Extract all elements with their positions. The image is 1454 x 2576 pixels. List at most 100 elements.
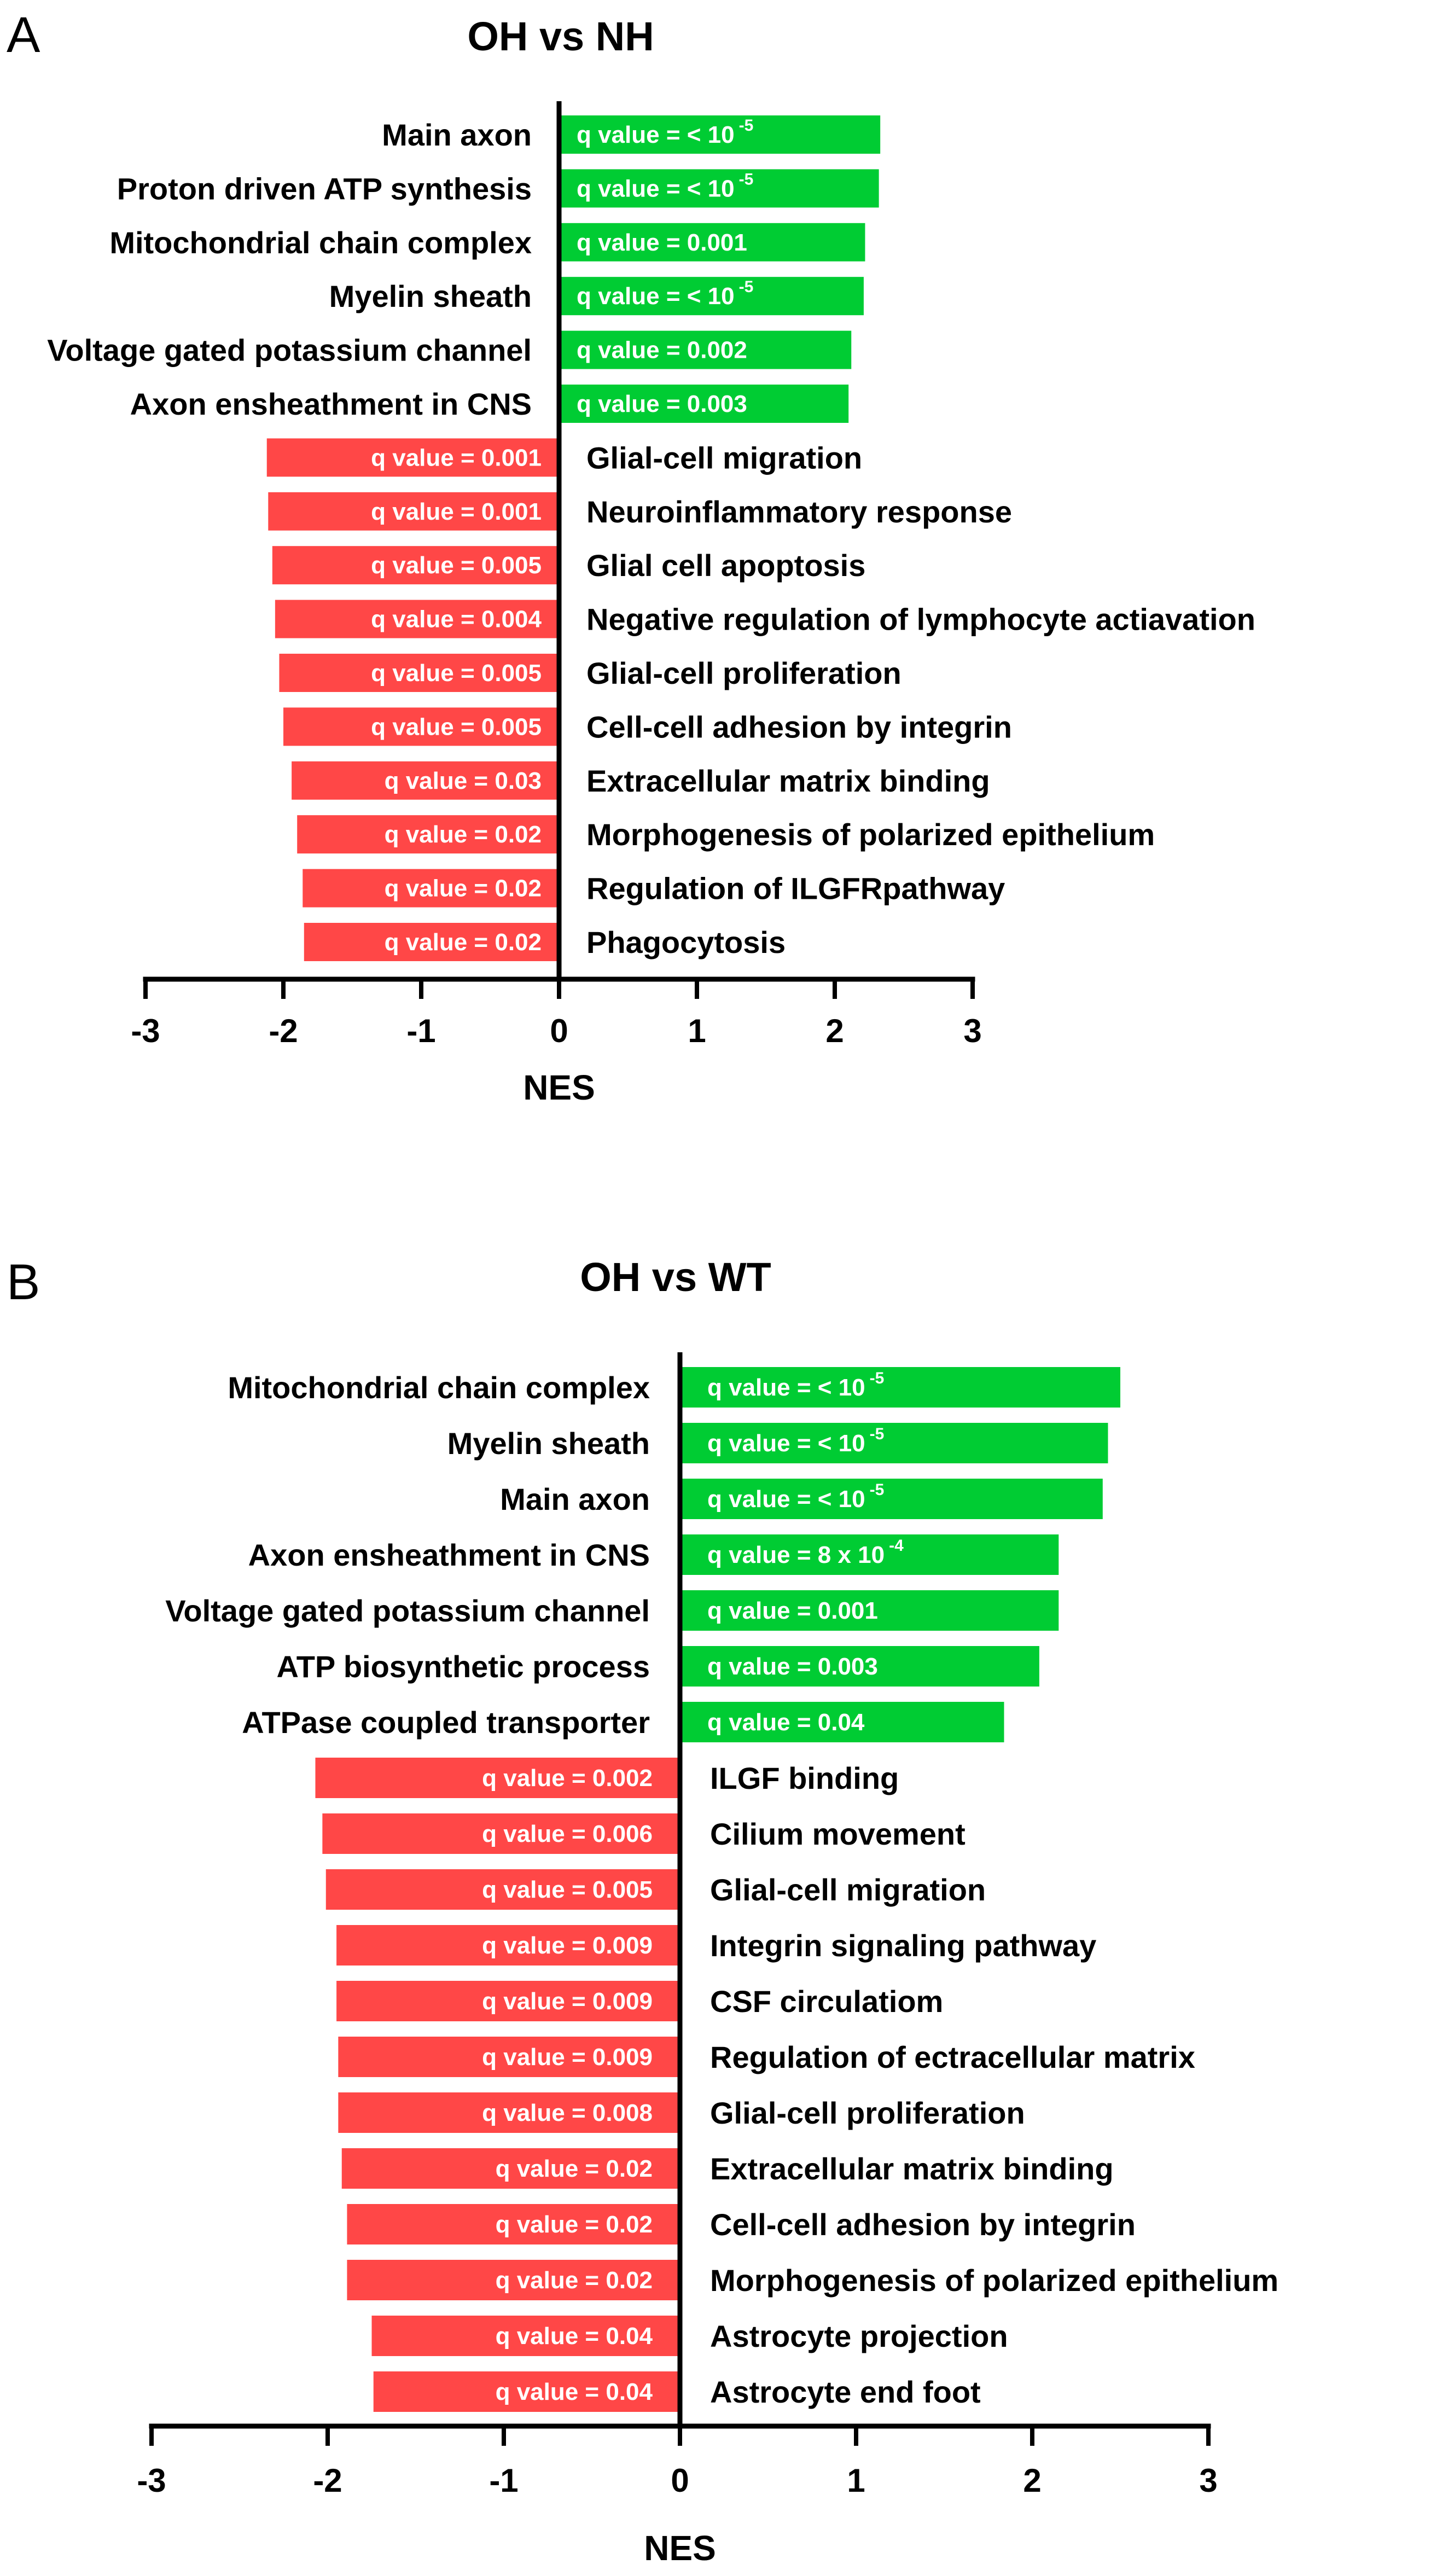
- q-value-label: q value = 0.04: [496, 2379, 653, 2405]
- bar: [341, 2148, 680, 2189]
- q-value-label: q value = 0.005: [482, 1876, 653, 1903]
- term-label: Glial-cell migration: [586, 440, 862, 475]
- x-tick-label: 0: [550, 1013, 568, 1049]
- q-value-label: q value = 0.001: [371, 498, 542, 525]
- term-label: Axon ensheathment in CNS: [130, 387, 532, 421]
- q-value-label: q value = 8 x 10 -4: [707, 1537, 904, 1568]
- bar: [275, 600, 559, 638]
- bar: [559, 223, 865, 261]
- bar: [371, 2316, 680, 2356]
- q-value-label: q value = 0.001: [371, 444, 542, 471]
- q-value-label: q value = < 10 -5: [707, 1369, 884, 1401]
- q-value-label: q value = 0.02: [496, 2211, 653, 2238]
- term-label: Regulation of ILGFRpathway: [586, 871, 1005, 906]
- q-value-exponent: -5: [739, 170, 754, 188]
- term-label: Negative regulation of lymphocyte actiav…: [586, 602, 1255, 637]
- q-value-label: q value = 0.009: [482, 1932, 653, 1959]
- q-value-label: q value = 0.003: [577, 391, 747, 417]
- bar: [292, 761, 559, 800]
- term-label: Morphogenesis of polarized epithelium: [710, 2263, 1278, 2298]
- term-label: Glial-cell proliferation: [710, 2096, 1025, 2130]
- term-label: ATPase coupled transporter: [242, 1705, 650, 1740]
- x-tick-label: 3: [963, 1013, 981, 1049]
- bar: [680, 1534, 1059, 1575]
- bar: [559, 330, 852, 369]
- bar: [272, 546, 560, 585]
- q-value-exponent: -5: [870, 1369, 885, 1387]
- bar: [268, 492, 559, 531]
- term-label: ATP biosynthetic process: [276, 1649, 650, 1684]
- q-value-label: q value = < 10 -5: [577, 117, 753, 148]
- bar: [680, 1702, 1004, 1742]
- x-tick-label: 2: [1023, 2462, 1041, 2499]
- term-label: CSF circulatiom: [710, 1984, 943, 2019]
- bar: [559, 385, 849, 423]
- bar: [338, 2037, 680, 2077]
- q-value-label: q value = 0.04: [707, 1709, 865, 1736]
- q-value-label: q value = 0.002: [577, 337, 747, 364]
- bar: [322, 1813, 680, 1854]
- term-label: Myelin sheath: [447, 1426, 650, 1461]
- x-tick-label: -2: [313, 2462, 342, 2499]
- term-label: Mitochondrial chain complex: [228, 1370, 650, 1405]
- chart-title: OH vs WT: [580, 1254, 771, 1300]
- x-tick-label: 1: [847, 2462, 865, 2499]
- term-label: Regulation of ectracellular matrix: [710, 2040, 1195, 2074]
- q-value-label: q value = 0.003: [707, 1653, 878, 1680]
- x-tick-label: -1: [406, 1013, 435, 1049]
- q-value-label: q value = 0.004: [371, 606, 542, 633]
- term-label: Glial-cell migration: [710, 1873, 986, 1907]
- bar: [279, 654, 559, 692]
- term-label: Astrocyte end foot: [710, 2375, 981, 2409]
- bar: [297, 815, 559, 854]
- x-tick-label: 1: [688, 1013, 706, 1049]
- term-label: Phagocytosis: [586, 925, 786, 960]
- q-value-label: q value = < 10 -5: [707, 1425, 884, 1457]
- term-label: ILGF binding: [710, 1761, 899, 1795]
- term-label: Extracellular matrix binding: [586, 764, 990, 798]
- q-value-label: q value = 0.002: [482, 1765, 653, 1792]
- q-value-exponent: -5: [870, 1425, 885, 1443]
- bar: [680, 1590, 1059, 1631]
- bar: [266, 438, 559, 477]
- x-tick-label: -3: [137, 2462, 166, 2499]
- bar: [559, 277, 864, 316]
- q-value-exponent: -5: [739, 278, 754, 296]
- q-value-label: q value = 0.001: [707, 1597, 878, 1624]
- bar: [680, 1367, 1120, 1408]
- q-value-exponent: -4: [889, 1537, 904, 1555]
- term-label: Cell-cell adhesion by integrin: [586, 710, 1012, 744]
- q-value-label: q value = 0.009: [482, 2044, 653, 2071]
- bar: [559, 169, 879, 208]
- q-value-label: q value = 0.001: [577, 229, 747, 256]
- x-axis-title: NES: [523, 1068, 595, 1107]
- panel-letter: B: [7, 1254, 40, 1310]
- q-value-label: q value = 0.02: [385, 821, 542, 848]
- term-label: Voltage gated potassium channel: [47, 333, 532, 368]
- q-value-label: q value = 0.02: [496, 2267, 653, 2294]
- panel-a: A OH vs NH q value = < 10 -5 Main axon q valu…: [7, 7, 1255, 1107]
- q-value-label: q value = 0.009: [482, 1988, 653, 2015]
- q-value-label: q value = 0.03: [385, 767, 542, 794]
- term-label: Glial-cell proliferation: [586, 656, 902, 690]
- q-value-label: q value = 0.005: [371, 552, 542, 579]
- term-label: Astrocyte projection: [710, 2319, 1008, 2353]
- bar: [315, 1758, 680, 1798]
- x-tick-label: 0: [671, 2462, 689, 2499]
- x-tick-label: -3: [131, 1013, 160, 1049]
- x-tick-label: 3: [1199, 2462, 1217, 2499]
- bar: [336, 1925, 680, 1966]
- term-label: Morphogenesis of polarized epithelium: [586, 817, 1155, 852]
- q-value-label: q value = 0.005: [371, 660, 542, 687]
- term-label: Voltage gated potassium channel: [165, 1594, 650, 1628]
- term-label: Neuroinflammatory response: [586, 495, 1012, 529]
- term-label: Axon ensheathment in CNS: [248, 1538, 650, 1572]
- bar: [373, 2371, 680, 2412]
- q-value-label: q value = 0.005: [371, 713, 542, 740]
- term-label: Glial cell apoptosis: [586, 548, 865, 583]
- q-value-label: q value = 0.008: [482, 2100, 653, 2126]
- bar: [336, 1981, 680, 2021]
- term-label: Myelin sheath: [329, 279, 532, 313]
- bar: [559, 115, 881, 154]
